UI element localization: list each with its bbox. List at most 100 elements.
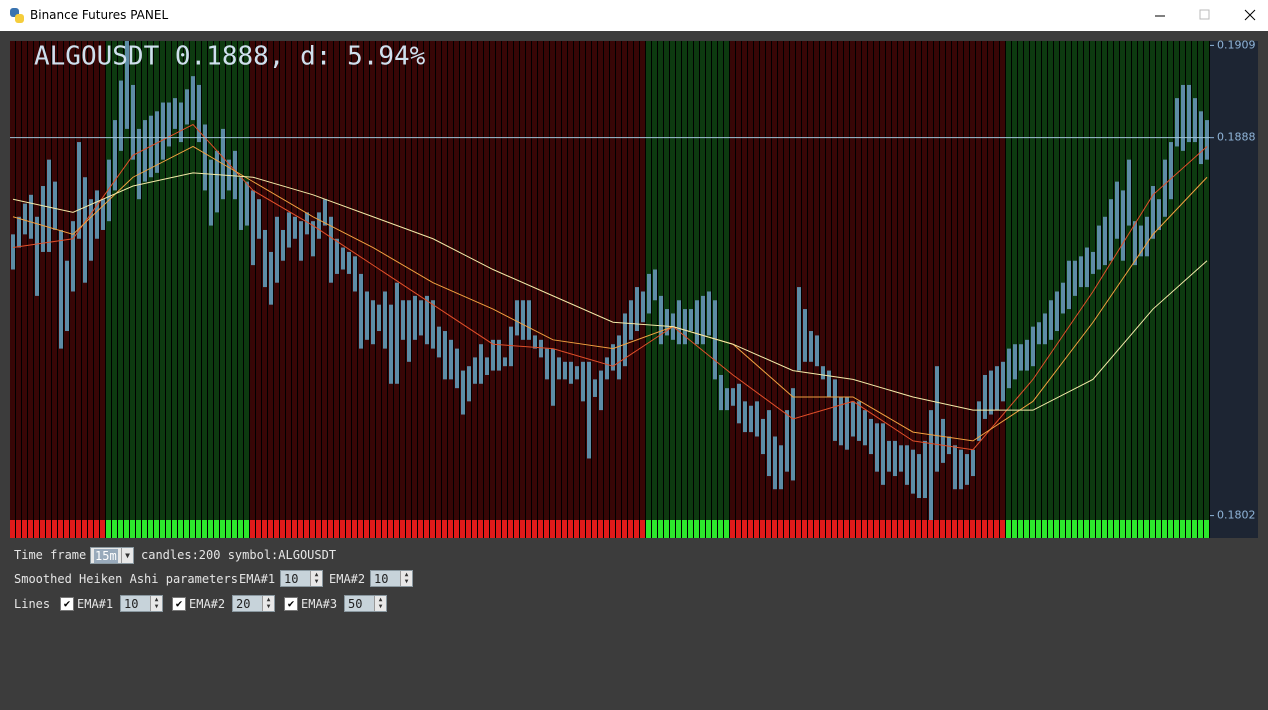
down-trend-stripe (598, 41, 603, 520)
line-input[interactable]: 10 ▲ ▼ (120, 595, 163, 612)
candle (473, 357, 477, 384)
up-trend-stripe (166, 41, 171, 520)
down-trend-stripe (292, 41, 297, 520)
candle (1115, 181, 1119, 239)
spin-arrows[interactable]: ▲ ▼ (262, 596, 274, 611)
up-trend-stripe (670, 41, 675, 520)
candle (1037, 322, 1041, 345)
time-frame-select[interactable]: 15m ▼ (90, 547, 134, 564)
down-trend-tick (850, 520, 855, 538)
down-trend-stripe (436, 41, 441, 520)
up-trend-tick (1072, 520, 1077, 538)
window-controls[interactable] (1138, 0, 1268, 31)
down-trend-stripe (934, 41, 939, 520)
down-trend-stripe (322, 41, 327, 520)
up-trend-tick (1102, 520, 1107, 538)
ema-line (12, 123, 1208, 451)
up-trend-tick (184, 520, 189, 538)
down-trend-tick (394, 520, 399, 538)
down-trend-tick (898, 520, 903, 538)
down-trend-tick (970, 520, 975, 538)
candle (1091, 251, 1095, 274)
spin-arrows[interactable]: ▲ ▼ (374, 596, 386, 611)
candle (377, 304, 381, 332)
down-trend-tick (874, 520, 879, 538)
candle (857, 401, 861, 441)
up-trend-tick (226, 520, 231, 538)
candle (419, 300, 423, 336)
up-trend-tick (1180, 520, 1185, 538)
up-trend-stripe (124, 41, 129, 520)
down-trend-tick (52, 520, 57, 538)
down-trend-tick (976, 520, 981, 538)
candle (1169, 142, 1173, 200)
checkbox[interactable]: ✔ (284, 597, 298, 611)
up-trend-tick (1012, 520, 1017, 538)
ha-ema1-input[interactable]: 10 ▲ ▼ (280, 570, 323, 587)
candle (167, 102, 171, 147)
down-trend-tick (28, 520, 33, 538)
candle (581, 361, 585, 402)
up-trend-stripe (118, 41, 123, 520)
candle (47, 159, 51, 252)
down-trend-stripe (46, 41, 51, 520)
candle (683, 309, 687, 345)
line-input[interactable]: 50 ▲ ▼ (344, 595, 387, 612)
down-trend-stripe (484, 41, 489, 520)
up-trend-tick (1138, 520, 1143, 538)
candle (353, 256, 357, 292)
candle (179, 102, 183, 143)
down-trend-tick (730, 520, 735, 538)
spin-arrows[interactable]: ▲ ▼ (310, 571, 322, 586)
down-trend-stripe (10, 41, 15, 520)
down-trend-stripe (466, 41, 471, 520)
candle (677, 300, 681, 345)
down-trend-tick (988, 520, 993, 538)
down-trend-tick (862, 520, 867, 538)
line-input[interactable]: 20 ▲ ▼ (232, 595, 275, 612)
candle (305, 212, 309, 235)
spin-arrows[interactable]: ▲ ▼ (400, 571, 412, 586)
down-trend-stripe (928, 41, 933, 520)
down-trend-stripe (820, 41, 825, 520)
candle (215, 150, 219, 213)
ha-ema2-input[interactable]: 10 ▲ ▼ (370, 570, 413, 587)
down-trend-tick (634, 520, 639, 538)
down-trend-stripe (952, 41, 957, 520)
candle (971, 449, 975, 477)
ha-label: Smoothed Heiken Ashi parameters (14, 572, 238, 586)
candle (905, 445, 909, 485)
close[interactable] (1244, 9, 1256, 21)
down-trend-tick (946, 520, 951, 538)
down-trend-tick (352, 520, 357, 538)
time-frame-label: Time frame (14, 548, 87, 562)
candle (23, 203, 27, 235)
checkbox[interactable]: ✔ (60, 597, 74, 611)
up-trend-tick (160, 520, 165, 538)
spin-arrows[interactable]: ▲ ▼ (150, 596, 162, 611)
line-value: 10 (124, 597, 139, 611)
maximize[interactable] (1199, 9, 1210, 20)
down-trend-tick (604, 520, 609, 538)
candle (209, 159, 213, 226)
candle (479, 344, 483, 384)
candle (653, 269, 657, 301)
up-trend-tick (1174, 520, 1179, 538)
down-trend-stripe (616, 41, 621, 520)
down-trend-stripe (922, 41, 927, 520)
up-trend-tick (1078, 520, 1083, 538)
down-trend-tick (538, 520, 543, 538)
down-trend-tick (880, 520, 885, 538)
up-trend-stripe (172, 41, 177, 520)
down-trend-stripe (550, 41, 555, 520)
down-trend-stripe (574, 41, 579, 520)
candle (125, 41, 129, 129)
checkbox[interactable]: ✔ (172, 597, 186, 611)
dropdown-arrow[interactable]: ▼ (121, 548, 133, 563)
up-trend-stripe (220, 41, 225, 520)
ha-ema2-value: 10 (374, 572, 389, 586)
candle (1049, 300, 1053, 340)
down-trend-tick (922, 520, 927, 538)
candle (1175, 98, 1179, 147)
down-trend-tick (886, 520, 891, 538)
